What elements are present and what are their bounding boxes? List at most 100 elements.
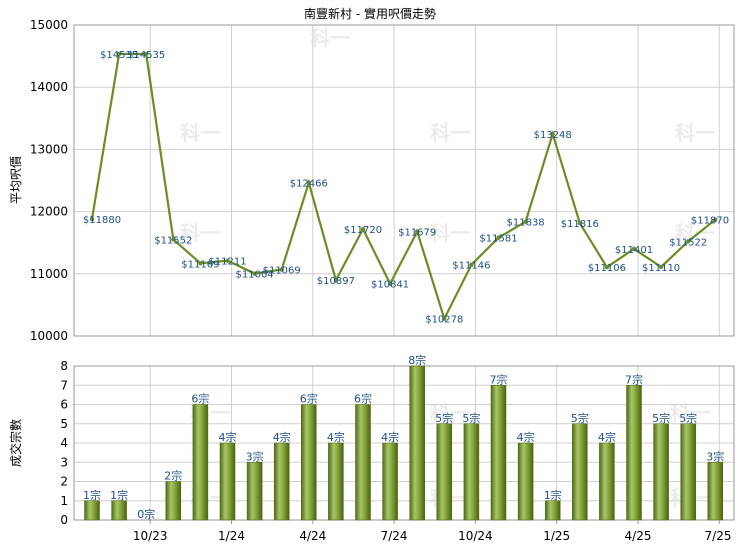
count-data-label: 1宗: [544, 488, 562, 502]
count-data-label: 4宗: [381, 430, 399, 444]
watermark: 科一: [180, 121, 220, 145]
count-data-label: 2宗: [164, 469, 182, 483]
count-data-label: 6宗: [300, 392, 318, 406]
price-data-label: $11211: [208, 257, 246, 268]
count-bar: [436, 423, 453, 521]
price-data-label: $11838: [507, 218, 545, 229]
price-point: [523, 219, 528, 224]
count-bar: [463, 423, 480, 521]
price-point: [89, 216, 95, 222]
price-y-tick-label: 11000: [30, 267, 68, 281]
x-tick-label: 7/25: [705, 529, 732, 543]
count-data-label: 4宗: [598, 430, 616, 444]
count-data-label: 5宗: [679, 411, 697, 425]
count-data-label: 5宗: [652, 411, 670, 425]
price-data-label: $11110: [642, 263, 680, 274]
watermark: 科一: [430, 401, 470, 425]
price-y-tick-label: 10000: [30, 329, 68, 343]
price-data-label: $12466: [290, 179, 328, 190]
price-data-label: $11552: [154, 235, 192, 246]
watermark: 科一: [430, 121, 470, 145]
count-y-tick-label: 1: [60, 494, 68, 508]
watermark: 科一: [310, 26, 350, 50]
x-tick-label: 10/23: [133, 529, 168, 543]
price-point: [225, 258, 230, 263]
price-point: [306, 180, 311, 185]
price-point: [360, 226, 366, 232]
x-tick-label: 7/24: [381, 529, 408, 543]
price-y-tick-label: 13000: [30, 142, 68, 156]
count-y-axis: 0 1 2 3 4 5 6 7 8: [60, 359, 68, 527]
price-data-label: $10278: [425, 315, 463, 326]
count-bar: [517, 442, 534, 521]
price-data-label: $10841: [371, 280, 409, 291]
price-data-label: $11870: [691, 216, 729, 227]
count-bar: [111, 500, 127, 521]
count-bar: [219, 442, 236, 521]
count-y-tick-label: 5: [60, 417, 68, 431]
count-data-label: 4宗: [219, 430, 237, 444]
count-bar: [490, 385, 507, 521]
price-point: [144, 51, 149, 57]
count-data-label: 5宗: [462, 411, 480, 425]
price-data-label: $11004: [236, 270, 274, 281]
count-bars: [84, 365, 724, 521]
price-data-label: $11401: [615, 245, 653, 256]
price-data-label: $11720: [344, 225, 382, 236]
price-point: [279, 267, 284, 272]
price-point: [604, 265, 610, 270]
count-y-tick-label: 0: [60, 513, 68, 527]
price-point: [442, 316, 447, 321]
count-y-tick-label: 4: [60, 436, 68, 450]
count-bar: [301, 404, 317, 521]
count-data-label: 6宗: [191, 392, 209, 406]
count-data-label: 4宗: [273, 430, 291, 444]
x-axis: 10/23 1/24 4/24 7/24 10/24 1/25 4/25 7/25: [133, 520, 732, 543]
x-tick-label: 10/24: [458, 529, 493, 543]
count-data-label: 0宗: [137, 507, 155, 521]
count-data-label: 6宗: [354, 392, 372, 406]
count-bar: [246, 462, 263, 521]
count-data-label: 8宗: [408, 353, 426, 367]
count-bar: [84, 500, 100, 521]
count-bar: [599, 442, 615, 521]
count-data-label: 5宗: [435, 411, 453, 425]
price-data-label: $11816: [561, 219, 599, 230]
price-point: [550, 131, 555, 137]
price-y-tick-label: 12000: [30, 205, 68, 219]
price-point: [496, 235, 501, 240]
price-y-axis-label: 平均呎價: [9, 156, 23, 204]
price-point: [333, 278, 339, 283]
count-bar: [653, 423, 669, 521]
count-y-tick-label: 2: [60, 475, 68, 489]
price-point: [631, 246, 637, 252]
count-data-label: 5宗: [571, 411, 589, 425]
count-bar: [328, 442, 344, 521]
price-point: [415, 229, 420, 234]
price-data-label: $11106: [588, 263, 626, 274]
price-data-label: $14535: [127, 50, 165, 61]
price-point: [713, 217, 718, 222]
price-point: [252, 271, 257, 276]
x-tick-label: 1/25: [543, 529, 570, 543]
price-plot-frame: [73, 24, 735, 337]
count-bar: [707, 462, 724, 521]
count-data-label: 4宗: [327, 430, 345, 444]
x-tick-label: 4/24: [299, 529, 326, 543]
x-tick-label: 4/25: [625, 529, 652, 543]
count-data-label: 1宗: [83, 488, 101, 502]
price-point: [686, 239, 691, 244]
count-bar: [355, 404, 371, 521]
count-bar: [382, 442, 398, 521]
price-data-labels: $11880 $14535$14535 $11552 $11169$11211 $110…: [83, 50, 729, 326]
price-point: [171, 237, 176, 242]
price-point: [469, 262, 474, 267]
count-y-axis-label: 成交宗數: [8, 419, 23, 467]
price-point: [387, 281, 393, 286]
price-y-tick-label: 15000: [30, 18, 68, 32]
price-data-label: $14535: [100, 50, 138, 61]
